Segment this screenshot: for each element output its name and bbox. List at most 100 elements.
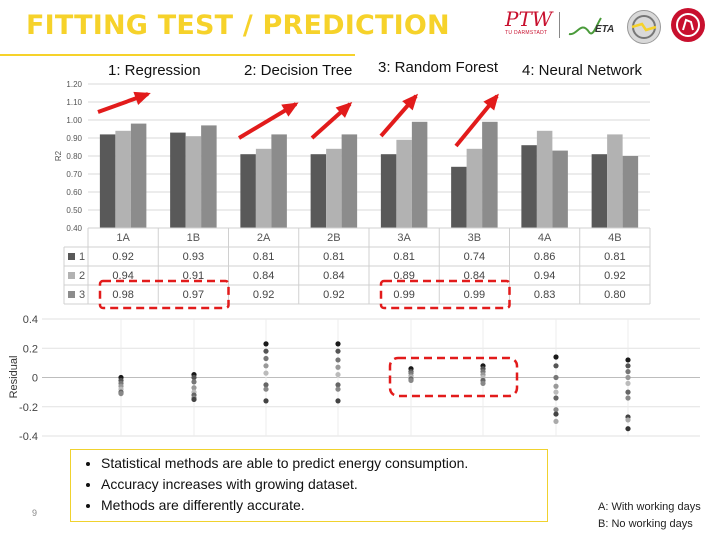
highlight-box-residual-random-forest bbox=[388, 356, 519, 398]
legend-note-b: B: No working days bbox=[598, 518, 693, 530]
residual-point-4B bbox=[625, 357, 631, 363]
table-cell-value: 0.81 bbox=[253, 251, 274, 263]
table-legend-swatch bbox=[68, 291, 75, 298]
model-label-neural-network: 4: Neural Network bbox=[522, 62, 643, 79]
key-findings-box: Statistical methods are able to predict … bbox=[70, 449, 548, 522]
arrow-regression-head bbox=[133, 91, 151, 105]
table-category-label: 3A bbox=[397, 232, 411, 244]
residual-point-1A bbox=[118, 390, 124, 397]
scatter-y-axis-label: Residual bbox=[8, 356, 20, 399]
bar-2B-series-2 bbox=[326, 148, 342, 228]
table-series-label: 1 bbox=[79, 251, 85, 263]
scatter-y-tick-label: -0.2 bbox=[19, 402, 38, 414]
page-title: FITTING TEST / PREDICTION bbox=[26, 10, 450, 41]
model-label-decision-tree: 2: Decision Tree bbox=[244, 62, 353, 79]
bar-2A-series-1 bbox=[240, 154, 256, 228]
table-cell-value: 0.94 bbox=[534, 270, 555, 282]
title-underline bbox=[0, 54, 355, 56]
residual-point-2B bbox=[335, 382, 341, 388]
bar-1A-series-2 bbox=[115, 130, 131, 228]
bar-y-tick-label: 0.90 bbox=[66, 134, 82, 143]
scatter-y-tick-label: 0.2 bbox=[23, 343, 38, 355]
residual-point-4A bbox=[553, 374, 559, 381]
table-cell-value: 0.81 bbox=[604, 251, 625, 263]
table-cell-value: 0.91 bbox=[183, 270, 204, 282]
model-label-regression: 1: Regression bbox=[108, 62, 201, 79]
residual-point-2B bbox=[335, 357, 341, 363]
bar-1B-series-2 bbox=[185, 136, 202, 228]
residual-point-4B bbox=[625, 417, 631, 423]
table-cell-value: 0.89 bbox=[393, 270, 414, 282]
residual-point-4A bbox=[553, 383, 559, 389]
bar-y-tick-label: 0.40 bbox=[66, 224, 82, 233]
residual-point-4A bbox=[553, 389, 559, 395]
residual-point-4B bbox=[625, 380, 631, 386]
vauxhall-logo bbox=[671, 8, 705, 42]
residual-point-4B bbox=[625, 426, 631, 432]
bar-1A-series-3 bbox=[130, 123, 147, 228]
bar-4A-series-1 bbox=[521, 145, 537, 228]
bar-2A-series-2 bbox=[255, 148, 272, 228]
bar-4B-series-2 bbox=[607, 134, 623, 228]
bar-y-tick-label: 1.20 bbox=[66, 80, 82, 89]
residual-point-2A bbox=[263, 386, 269, 392]
page-number: 9 bbox=[32, 508, 38, 518]
table-category-label: 4A bbox=[538, 232, 552, 244]
table-cell-value: 0.84 bbox=[464, 270, 485, 282]
bar-y-tick-label: 1.00 bbox=[66, 116, 82, 125]
residual-point-2B bbox=[335, 364, 341, 370]
residual-point-4A bbox=[553, 395, 559, 401]
residual-point-4B bbox=[625, 374, 631, 381]
table-cell-value: 0.83 bbox=[534, 289, 555, 301]
table-cell-value: 0.92 bbox=[323, 289, 344, 301]
residual-point-2B bbox=[335, 398, 341, 404]
residual-point-2B bbox=[335, 386, 341, 392]
residual-point-4B bbox=[625, 395, 631, 401]
table-category-label: 2B bbox=[327, 232, 340, 244]
residual-point-4B bbox=[625, 363, 631, 369]
bar-4B-series-3 bbox=[622, 156, 639, 228]
table-cell-value: 0.92 bbox=[604, 270, 625, 282]
table-cell-value: 0.80 bbox=[604, 289, 625, 301]
finding-item: Accuracy increases with growing dataset. bbox=[101, 474, 547, 495]
residual-point-3A bbox=[408, 377, 414, 384]
residual-point-2A bbox=[263, 370, 269, 376]
opel-logo bbox=[627, 10, 661, 44]
residual-point-2B bbox=[335, 371, 341, 378]
scatter-y-tick-label: 0 bbox=[32, 373, 38, 385]
arrow-random-forest-a-head bbox=[402, 93, 418, 111]
table-cell-value: 0.99 bbox=[393, 289, 414, 301]
arrow-random-forest-b-head bbox=[483, 93, 499, 111]
table-category-label: 2A bbox=[257, 232, 271, 244]
table-cell-value: 0.74 bbox=[464, 251, 485, 263]
table-category-label: 4B bbox=[608, 232, 621, 244]
table-cell-value: 0.92 bbox=[253, 289, 274, 301]
residual-point-3B bbox=[480, 380, 486, 386]
residual-point-2A bbox=[263, 398, 269, 404]
bar-2A-series-3 bbox=[271, 134, 287, 228]
scatter-y-tick-label: 0.4 bbox=[23, 314, 38, 326]
residual-point-2A bbox=[263, 341, 269, 347]
bar-1A-series-1 bbox=[99, 134, 116, 228]
table-series-label: 3 bbox=[79, 289, 85, 301]
table-cell-value: 0.84 bbox=[323, 270, 344, 282]
legend-note-a: A: With working days bbox=[598, 501, 701, 513]
residual-point-1B bbox=[191, 385, 197, 391]
model-label-random-forest: 3: Random Forest bbox=[378, 59, 499, 76]
bar-y-axis-label: R2 bbox=[54, 150, 63, 161]
finding-item: Statistical methods are able to predict … bbox=[101, 453, 547, 474]
griffin-icon bbox=[676, 13, 700, 37]
bar-y-tick-label: 0.60 bbox=[66, 188, 82, 197]
residual-point-4A bbox=[553, 354, 559, 360]
bar-3B-series-2 bbox=[466, 148, 483, 228]
opel-lightning-icon bbox=[631, 15, 657, 39]
residual-point-4A bbox=[553, 407, 559, 413]
eta-logo-mark bbox=[568, 17, 602, 36]
residual-point-4A bbox=[553, 418, 559, 424]
table-legend-swatch bbox=[68, 253, 75, 260]
residual-point-2B bbox=[335, 341, 341, 347]
bar-2B-series-1 bbox=[310, 154, 327, 228]
table-cell-value: 0.99 bbox=[464, 289, 485, 301]
table-cell-value: 0.86 bbox=[534, 251, 555, 263]
